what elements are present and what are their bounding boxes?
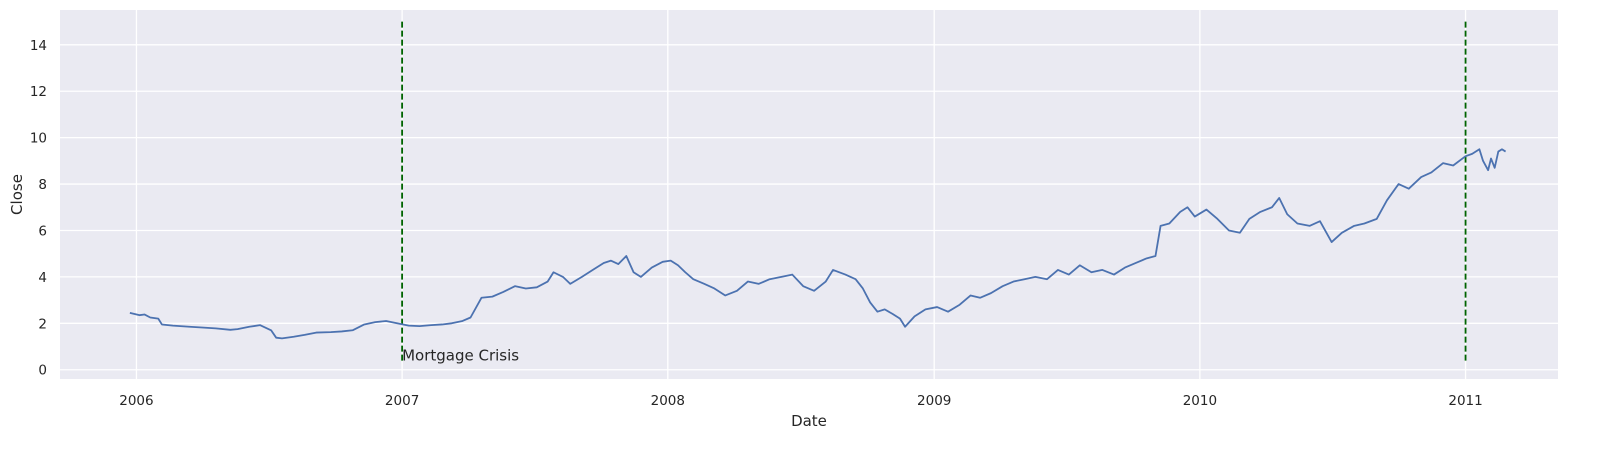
y-tick-label: 14	[30, 38, 47, 54]
y-tick-label: 0	[38, 363, 47, 379]
series-layer	[129, 148, 1507, 340]
y-tick-label: 12	[30, 84, 47, 100]
close-price-line	[129, 148, 1507, 340]
x-tick-label: 2008	[651, 393, 685, 409]
y-axis-label: Close	[8, 174, 26, 215]
annotations: Mortgage Crisis	[402, 347, 519, 365]
x-tick-label: 2011	[1448, 393, 1482, 409]
y-tick-label: 8	[38, 177, 47, 193]
plot-area	[60, 10, 1558, 379]
x-axis-label: Date	[791, 412, 827, 430]
y-axis-ticks: 0 2 4 6 8 10 12 14	[30, 38, 47, 379]
y-tick-label: 10	[30, 131, 47, 147]
annotation-label: Mortgage Crisis	[402, 347, 519, 365]
y-tick-label: 2	[38, 316, 47, 332]
x-tick-label: 2007	[385, 393, 419, 409]
y-tick-label: 6	[38, 223, 47, 239]
x-tick-label: 2010	[1183, 393, 1217, 409]
vertical-markers	[401, 21, 1467, 362]
x-tick-label: 2009	[917, 393, 951, 409]
x-tick-label: 2006	[119, 393, 153, 409]
x-axis-ticks: 2006 2007 2008 2009 2010 2011	[119, 393, 1482, 409]
grid-lines	[60, 10, 1558, 379]
y-tick-label: 4	[38, 270, 47, 286]
